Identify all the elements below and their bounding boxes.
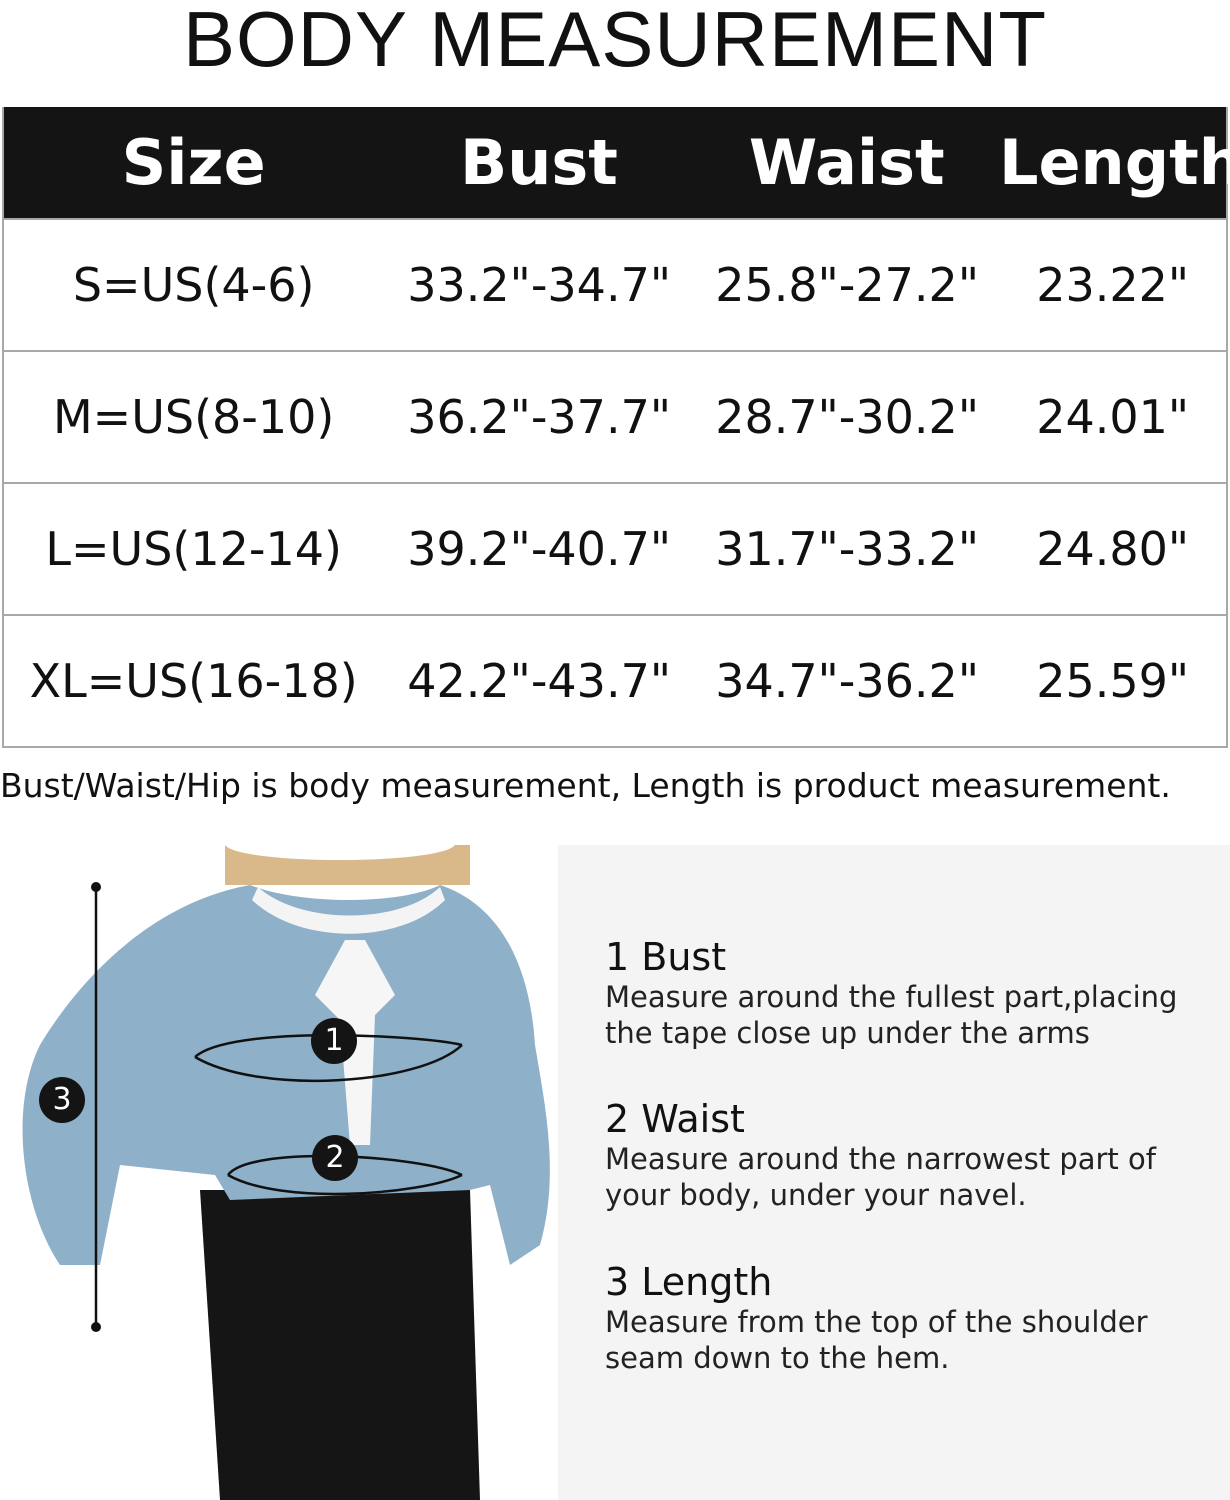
guide-title: 2 Waist <box>605 1097 745 1141</box>
guide-length: 3 Length Measure from the top of the sho… <box>605 1260 1225 1376</box>
guide-text: Measure around the fullest part,placing … <box>605 980 1178 1050</box>
marker-bust: 1 <box>311 1018 357 1064</box>
guide-title: 1 Bust <box>605 935 727 979</box>
cell-length: 23.22" <box>1036 258 1190 312</box>
header-bust: Bust <box>459 126 618 199</box>
guide-title: 3 Length <box>605 1260 773 1304</box>
cell-bust: 42.2"-43.7" <box>407 654 671 708</box>
cell-bust: 33.2"-34.7" <box>407 258 671 312</box>
size-table: Size Bust Waist Length S=US(4-6) 33.2"-3… <box>2 107 1230 748</box>
table-row: M=US(8-10) 36.2"-37.7" 28.7"-30.2" 24.01… <box>4 350 1226 482</box>
cell-bust: 39.2"-40.7" <box>407 522 671 576</box>
table-header: Size Bust Waist Length <box>4 107 1230 218</box>
cell-bust: 36.2"-37.7" <box>407 390 671 444</box>
cell-waist: 31.7"-33.2" <box>715 522 979 576</box>
table-row: L=US(12-14) 39.2"-40.7" 31.7"-33.2" 24.8… <box>4 482 1226 614</box>
measurement-guide: 1 Bust Measure around the fullest part,p… <box>558 845 1230 1500</box>
header-waist: Waist <box>748 126 945 199</box>
page-title: BODY MEASUREMENT <box>182 0 1048 83</box>
guide-waist: 2 Waist Measure around the narrowest par… <box>605 1097 1225 1213</box>
table-row: S=US(4-6) 33.2"-34.7" 25.8"-27.2" 23.22" <box>4 218 1226 350</box>
guide-bust: 1 Bust Measure around the fullest part,p… <box>605 935 1225 1051</box>
cell-waist: 34.7"-36.2" <box>715 654 979 708</box>
cell-length: 25.59" <box>1036 654 1190 708</box>
cell-waist: 25.8"-27.2" <box>715 258 979 312</box>
cell-length: 24.80" <box>1036 522 1190 576</box>
guide-text: Measure around the narrowest part of you… <box>605 1142 1156 1212</box>
model-photo: 1 2 3 <box>0 845 556 1500</box>
sweater <box>22 885 550 1265</box>
sweater-illustration <box>22 845 550 1500</box>
measurement-note: Bust/Waist/Hip is body measurement, Leng… <box>0 766 1171 805</box>
cell-size: S=US(4-6) <box>72 258 315 312</box>
header-size: Size <box>121 126 266 199</box>
cell-size: XL=US(16-18) <box>29 654 358 708</box>
guide-text: Measure from the top of the shoulder sea… <box>605 1305 1148 1375</box>
header-length: Length <box>999 126 1230 199</box>
table-row: XL=US(16-18) 42.2"-43.7" 34.7"-36.2" 25.… <box>4 614 1226 746</box>
cell-size: M=US(8-10) <box>52 390 335 444</box>
cell-length: 24.01" <box>1036 390 1190 444</box>
marker-waist: 2 <box>312 1135 358 1181</box>
marker-length: 3 <box>39 1077 85 1123</box>
cell-size: L=US(12-14) <box>45 522 342 576</box>
cell-waist: 28.7"-30.2" <box>715 390 979 444</box>
pants <box>200 1190 480 1500</box>
